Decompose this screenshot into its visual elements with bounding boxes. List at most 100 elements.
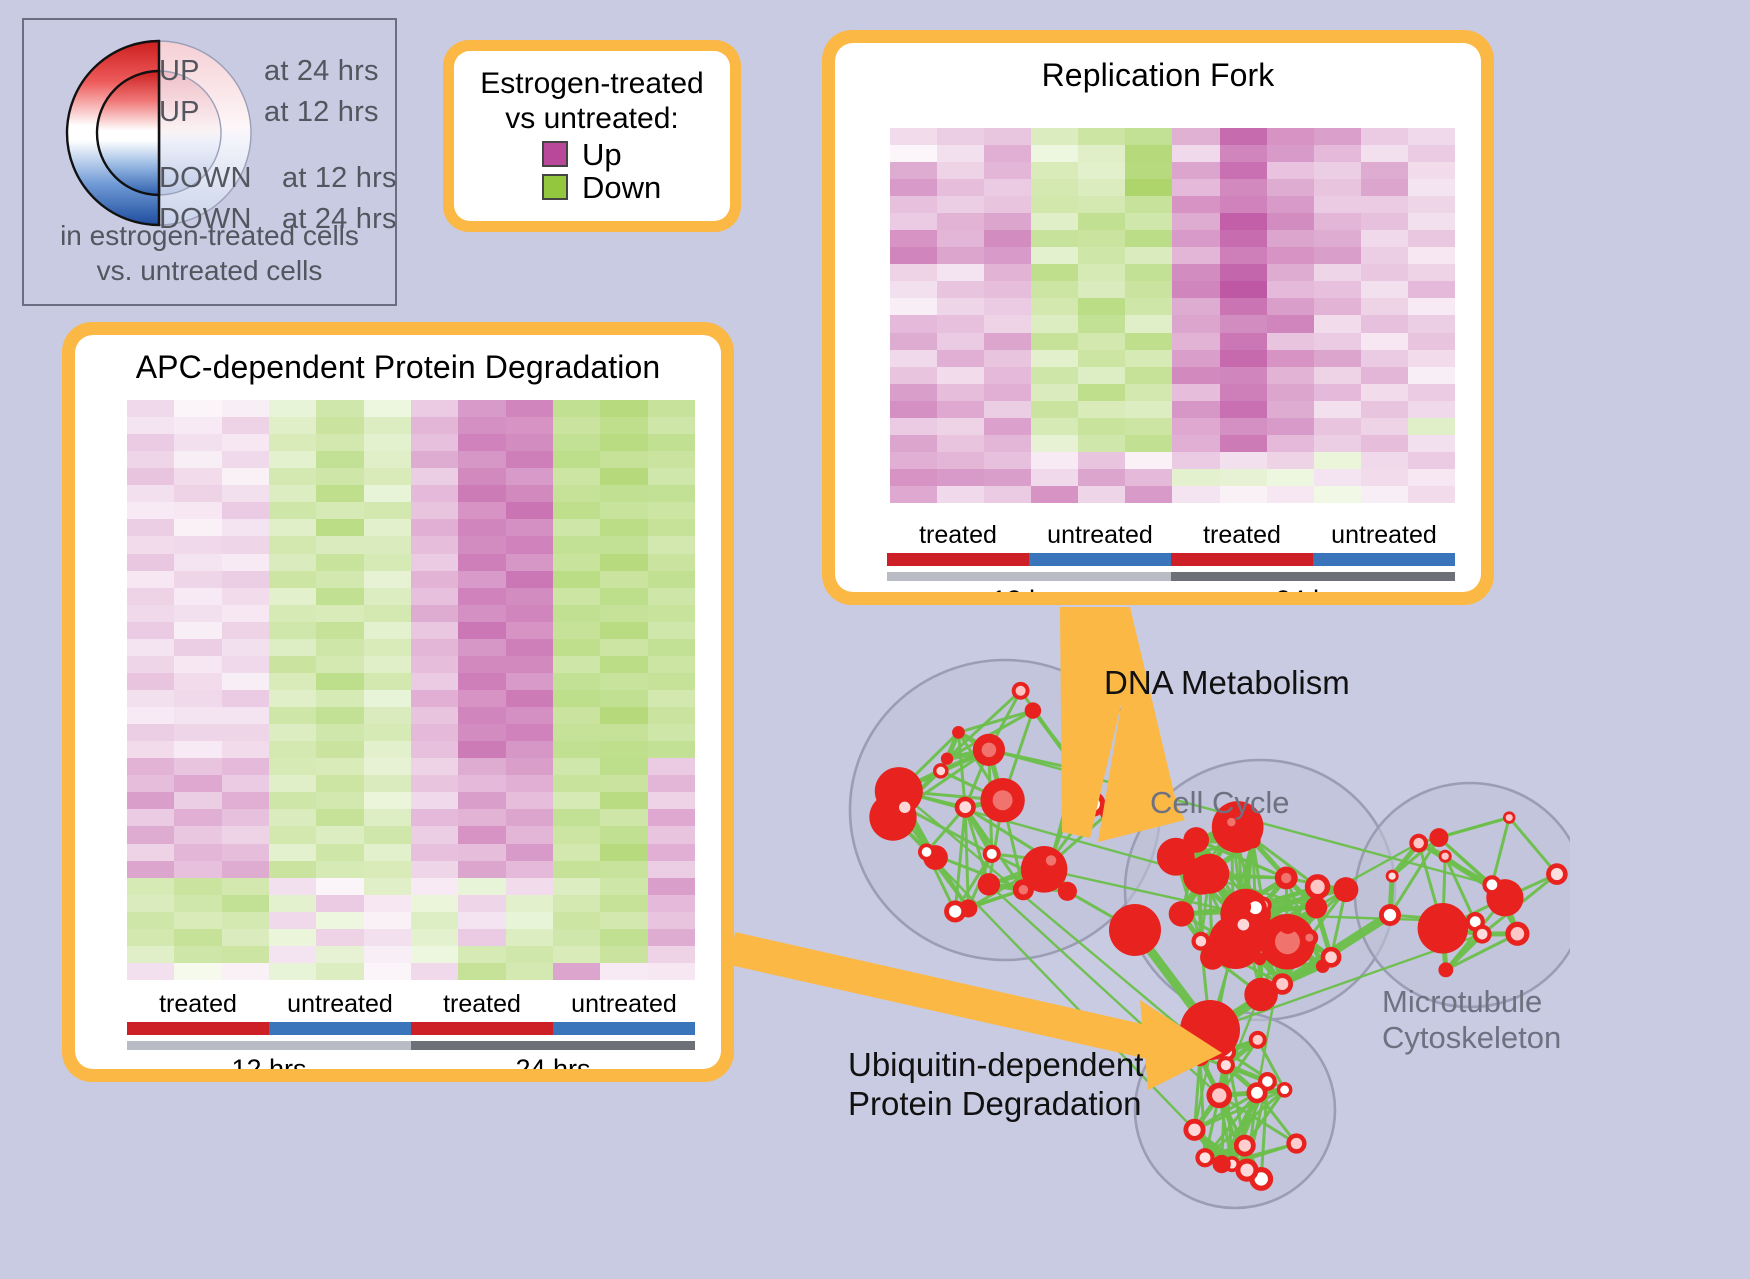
legend-down-label: Down (582, 169, 662, 205)
network-node[interactable] (1189, 853, 1230, 894)
bar-untreated-24 (1313, 553, 1455, 566)
network-node[interactable] (1183, 827, 1210, 853)
heat-cell (221, 519, 269, 537)
colorscale-disc (64, 38, 254, 228)
heat-cell (1125, 264, 1173, 282)
heat-cell (984, 145, 1032, 163)
heat-cell (410, 485, 459, 503)
network-node[interactable] (952, 726, 965, 739)
heat-cell (1078, 485, 1126, 503)
heat-cell (268, 417, 317, 435)
heat-cell (600, 843, 648, 861)
bar-time-24 (411, 1041, 695, 1050)
network-node[interactable] (1109, 904, 1161, 956)
heat-cell (1360, 468, 1408, 486)
heat-cell (1125, 213, 1173, 231)
heat-cell (937, 366, 985, 384)
heat-cell (410, 724, 459, 742)
heat-cell (600, 604, 648, 622)
heat-cell (552, 417, 601, 435)
heat-cell (458, 826, 506, 844)
heat-cell (127, 604, 175, 622)
time-label-12: 12 hrs (231, 1054, 307, 1069)
network-edge (956, 732, 967, 808)
heat-cell (984, 247, 1032, 265)
heat-cell (174, 553, 222, 571)
heat-cell (1407, 264, 1455, 282)
heat-cell (600, 689, 648, 708)
heat-cell (268, 775, 317, 793)
heat-cell (1219, 434, 1267, 452)
network-node[interactable] (977, 873, 1001, 896)
heat-cell (505, 417, 553, 435)
heat-cell (1172, 247, 1220, 265)
network-node[interactable] (1168, 901, 1195, 927)
network-node[interactable] (1212, 1154, 1231, 1174)
heat-cell (458, 894, 506, 912)
heat-cell (600, 826, 648, 844)
network-node-core (899, 801, 911, 814)
heat-cell (127, 485, 175, 503)
network-node[interactable] (1429, 828, 1449, 848)
heat-cell (127, 911, 175, 929)
heat-cell (552, 655, 601, 673)
heat-cell (1031, 298, 1079, 316)
heat-cell (937, 281, 985, 299)
network-node[interactable] (1278, 915, 1297, 934)
network-node[interactable] (1024, 702, 1042, 719)
heat-cell (221, 860, 269, 878)
heat-cell (1266, 468, 1314, 486)
heat-cell (1078, 315, 1126, 333)
network-node[interactable] (940, 752, 954, 765)
heat-cell (505, 928, 553, 946)
heat-cell (890, 128, 938, 146)
network-node[interactable] (1305, 896, 1328, 919)
network-node[interactable] (1244, 832, 1261, 849)
heat-cell (600, 400, 648, 418)
heat-cell (1407, 128, 1455, 146)
heat-cell (410, 809, 459, 827)
heat-cell (552, 894, 601, 912)
heat-cell (1172, 349, 1220, 367)
time-color-bars (127, 1041, 695, 1050)
network-node-core (959, 801, 972, 814)
heat-cell (458, 536, 506, 554)
heat-cell (505, 860, 553, 878)
heat-cell (316, 843, 364, 861)
heat-cell (268, 519, 317, 537)
heat-cell (363, 877, 411, 895)
heat-cell (1360, 196, 1408, 214)
network-node[interactable] (1057, 881, 1077, 901)
heat-cell (363, 758, 411, 776)
heat-cell (1125, 332, 1173, 350)
heat-cell (458, 758, 506, 776)
heat-cell (984, 196, 1032, 214)
network-node[interactable] (1156, 837, 1195, 876)
network-node-core (936, 766, 946, 776)
heat-cell (410, 792, 459, 810)
heat-cell (937, 417, 985, 435)
heat-cell (1266, 298, 1314, 316)
network-node[interactable] (882, 794, 898, 810)
heat-cell (1172, 264, 1220, 282)
heat-cell (316, 485, 364, 503)
network-node[interactable] (1438, 962, 1454, 978)
network-node[interactable] (1253, 952, 1267, 966)
bar-untreated-24 (553, 1022, 695, 1035)
network-node[interactable] (1229, 895, 1252, 918)
heat-cell (316, 587, 364, 605)
time-label-12: 12 hrs (887, 585, 1171, 592)
heat-cell (1219, 196, 1267, 214)
network-node[interactable] (1200, 944, 1225, 970)
heat-cell (552, 843, 601, 861)
network-node[interactable] (1244, 977, 1278, 1012)
heat-cell (410, 860, 459, 878)
axis-label-untreated-24: untreated (1331, 521, 1437, 549)
heat-cell (647, 417, 695, 435)
bar-treated-24 (1171, 553, 1313, 566)
network-node[interactable] (1333, 877, 1359, 903)
heat-cell (127, 894, 175, 912)
network-node[interactable] (1180, 1000, 1240, 1060)
heat-cell (1360, 281, 1408, 299)
network-node[interactable] (1417, 903, 1469, 954)
